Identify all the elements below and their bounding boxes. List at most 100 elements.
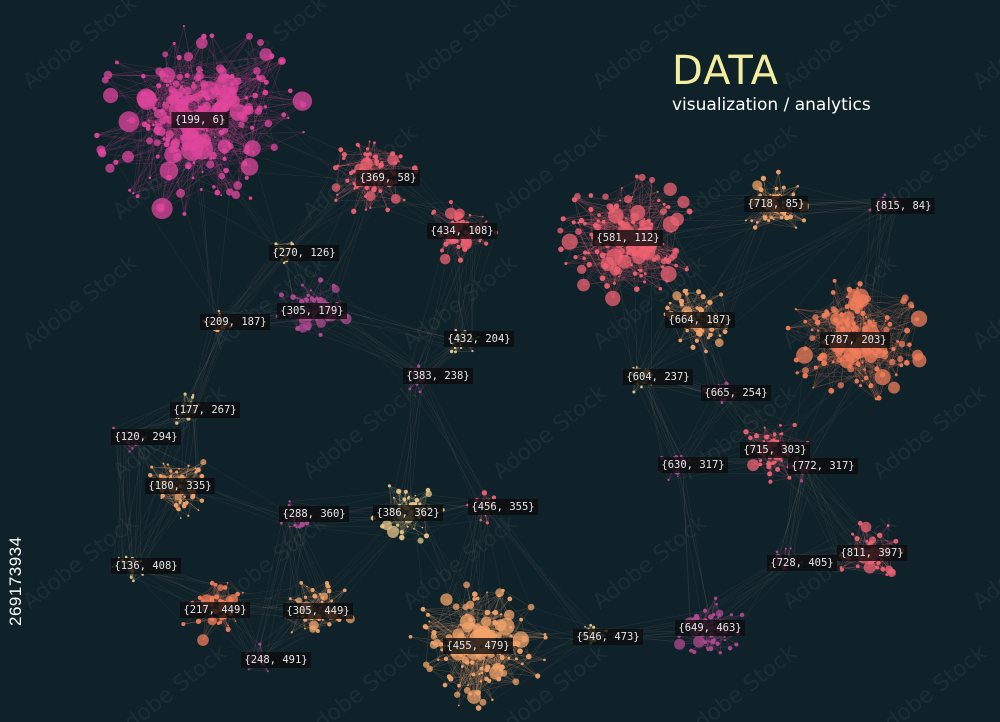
edge xyxy=(784,211,805,221)
edge xyxy=(581,269,645,283)
edge xyxy=(211,35,260,109)
edge xyxy=(110,74,163,96)
edge xyxy=(452,241,461,261)
edge xyxy=(126,120,162,209)
edge xyxy=(641,275,661,290)
watermark-text: Adobe Stock xyxy=(968,510,1000,614)
edge xyxy=(109,99,141,169)
edge xyxy=(581,241,597,270)
edge xyxy=(156,85,159,130)
edge xyxy=(213,177,247,188)
edge xyxy=(584,191,658,224)
edge xyxy=(228,123,269,144)
edge xyxy=(252,92,266,149)
edge xyxy=(344,154,352,174)
edge xyxy=(116,62,222,107)
edge xyxy=(584,221,604,224)
edge xyxy=(763,178,777,189)
edge xyxy=(638,266,663,271)
edge xyxy=(648,179,653,221)
edge xyxy=(773,219,797,228)
edge xyxy=(147,80,167,127)
edge xyxy=(605,177,643,197)
edge xyxy=(179,76,205,108)
edge xyxy=(167,77,198,86)
edge xyxy=(574,199,586,253)
edge xyxy=(578,231,603,279)
edge xyxy=(127,70,199,121)
edge xyxy=(107,74,158,143)
edge xyxy=(642,177,658,192)
edge xyxy=(578,222,605,268)
edge xyxy=(187,75,223,79)
edge xyxy=(162,26,185,111)
edge xyxy=(253,131,304,153)
edge xyxy=(100,124,154,151)
edge xyxy=(374,142,383,163)
edge xyxy=(632,177,643,198)
edge xyxy=(129,139,168,191)
edge xyxy=(96,133,175,145)
edge xyxy=(773,219,805,221)
edge xyxy=(115,100,303,163)
edge xyxy=(645,179,653,227)
edge xyxy=(241,124,246,164)
edge xyxy=(754,216,764,228)
edge xyxy=(127,98,178,157)
edge xyxy=(180,145,225,194)
edge xyxy=(632,191,658,198)
edge xyxy=(168,123,269,178)
edge xyxy=(574,199,610,207)
edge xyxy=(158,77,223,86)
watermark-text: Adobe Stock xyxy=(18,0,142,95)
edge xyxy=(573,222,589,254)
edge xyxy=(432,213,450,224)
edge xyxy=(609,179,653,207)
edge xyxy=(574,199,582,221)
edge xyxy=(213,157,245,164)
watermark-text: Adobe Stock xyxy=(968,250,1000,354)
watermark-text: Adobe Stock xyxy=(488,380,612,484)
edge xyxy=(159,55,272,72)
edge xyxy=(627,199,684,203)
edge xyxy=(145,98,161,209)
edge xyxy=(784,211,797,228)
edge xyxy=(754,220,769,228)
edge xyxy=(107,55,272,76)
edge xyxy=(249,36,275,148)
edge xyxy=(611,191,658,206)
edge xyxy=(563,218,599,230)
edge xyxy=(184,112,218,214)
edge xyxy=(213,126,218,156)
edge xyxy=(183,26,202,123)
edge xyxy=(433,211,450,224)
edge xyxy=(160,124,242,209)
edge xyxy=(581,269,669,275)
edge xyxy=(181,42,203,87)
edge xyxy=(335,146,360,188)
edge xyxy=(335,188,355,201)
edge xyxy=(246,78,263,99)
edge xyxy=(248,55,273,113)
edge xyxy=(357,144,393,154)
edge xyxy=(602,256,658,279)
edge xyxy=(226,117,289,142)
edge xyxy=(198,74,304,105)
edge xyxy=(784,211,805,221)
edge xyxy=(173,43,177,84)
edge xyxy=(340,149,377,158)
edge xyxy=(201,42,233,77)
edge xyxy=(133,130,158,194)
edge xyxy=(210,112,239,159)
edge xyxy=(776,188,794,195)
edge xyxy=(755,217,787,228)
edge xyxy=(199,127,275,148)
watermark-text: Adobe Stock xyxy=(298,640,422,722)
watermark-text: Adobe Stock xyxy=(588,510,712,614)
edge xyxy=(246,60,283,178)
edge xyxy=(226,61,283,142)
edge xyxy=(265,90,291,93)
edge xyxy=(606,255,667,287)
edge xyxy=(387,199,405,211)
